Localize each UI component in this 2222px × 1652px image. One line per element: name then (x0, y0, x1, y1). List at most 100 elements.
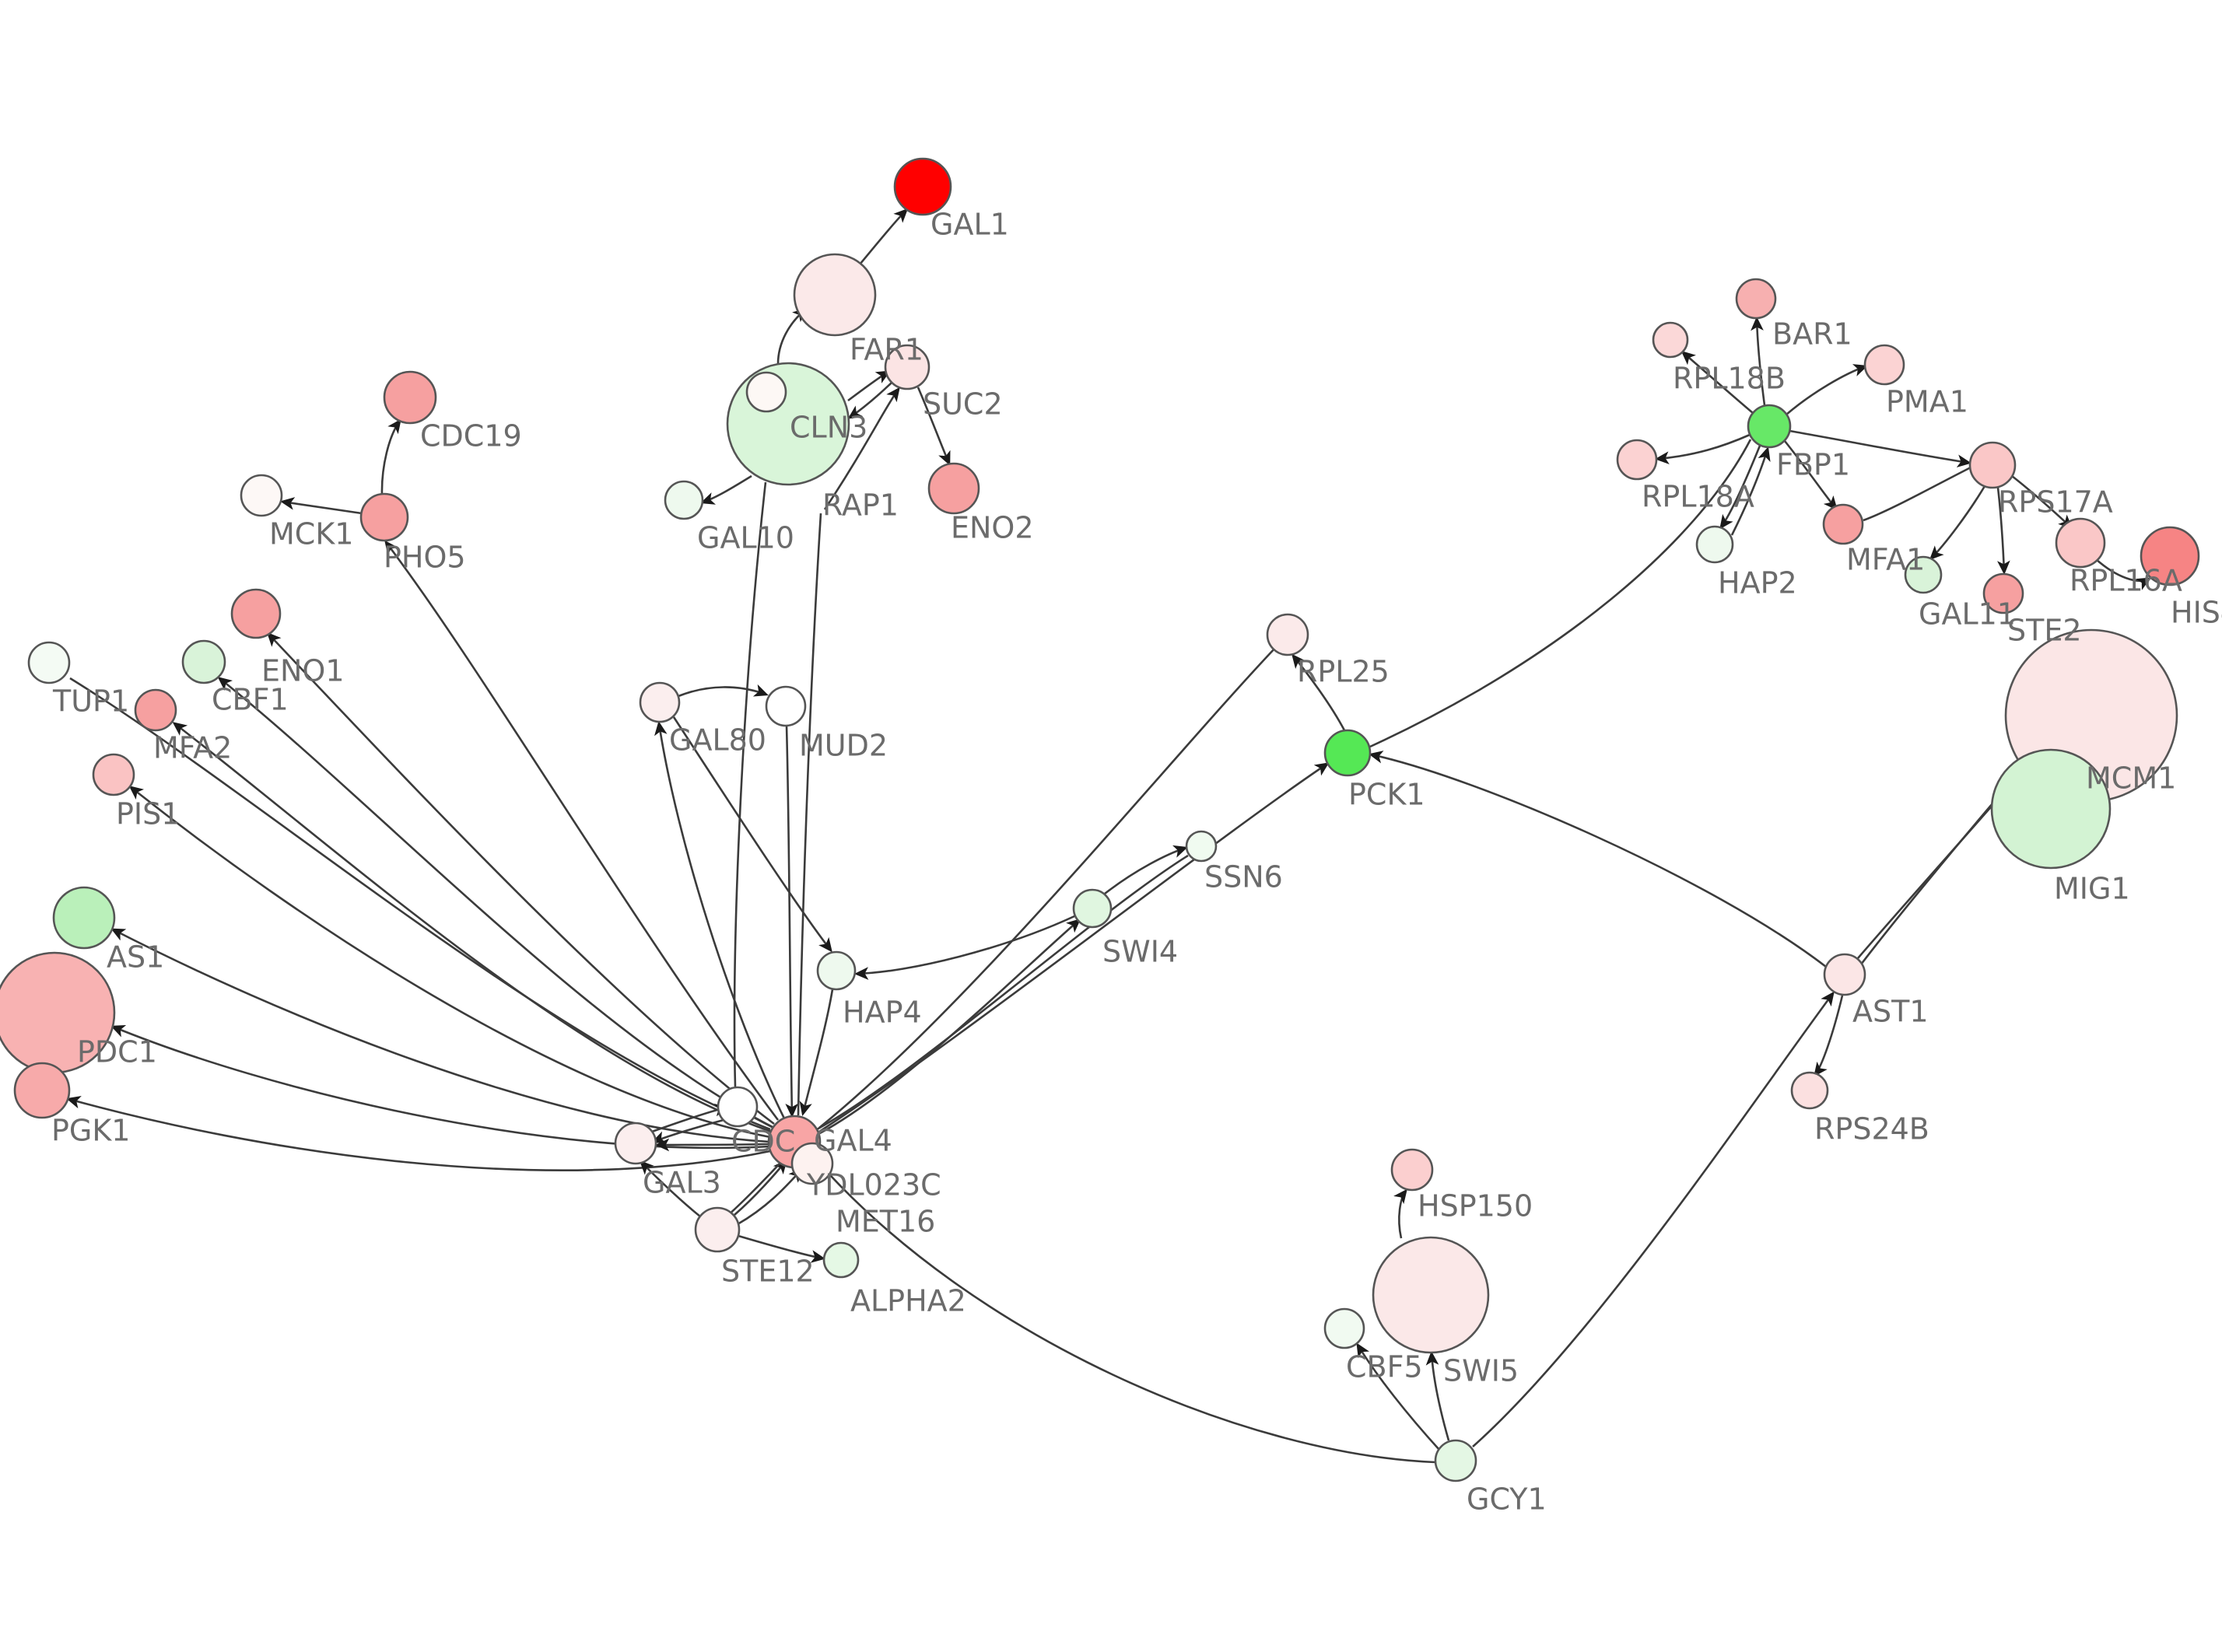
edge-pck1-to-fbp1 (1369, 439, 1752, 748)
node-ssn6[interactable] (1185, 830, 1218, 863)
node-hap4[interactable] (816, 950, 857, 991)
node-mfa1[interactable] (1822, 503, 1864, 545)
edge-gal4-to-mfa2 (172, 722, 773, 1133)
node-label-rpl25: RPL25 (1297, 655, 1390, 689)
edge-fbp1-to-pma1 (1786, 364, 1868, 415)
node-pck1[interactable] (1323, 729, 1372, 777)
edge-suc2-to-cln3 (847, 382, 892, 419)
edge-gal4-to-ste12 (727, 1160, 783, 1216)
node-rps24b[interactable] (1790, 1071, 1829, 1110)
node-swi4[interactable] (1072, 888, 1113, 929)
node-as1[interactable] (52, 886, 116, 950)
nodes-layer (0, 157, 2200, 1482)
node-label-gcy1: GCY1 (1467, 1482, 1547, 1517)
node-label-tup1: TUP1 (52, 684, 129, 719)
node-fbp1[interactable] (1747, 404, 1792, 449)
node-label-hap2: HAP2 (1718, 566, 1797, 600)
edge-fbp1-to-rpl18a (1654, 433, 1751, 465)
node-label-gal80: GAL80 (669, 723, 766, 758)
node-label-bar1: BAR1 (1772, 317, 1852, 352)
node-tup1[interactable] (27, 641, 71, 684)
edge-gcy1-to-cbf5 (1356, 1342, 1440, 1451)
edge-cdc-to-gal3 (651, 1118, 724, 1144)
edge-fbp1-to-bar1 (1751, 316, 1766, 406)
edge-fbp1-to-mfa1 (1783, 440, 1838, 511)
node-eno2[interactable] (927, 462, 980, 515)
node-cbf1[interactable] (181, 639, 226, 684)
edge-rap1-to-suc2 (823, 387, 900, 510)
node-rpl18a[interactable] (1616, 439, 1658, 481)
edge-ast1-to-rps24b (1814, 995, 1844, 1077)
node-eno1[interactable] (230, 588, 282, 639)
edge-gal4-to-rpl25 (818, 646, 1277, 1129)
node-label-gal11: GAL11 (1919, 597, 2016, 632)
node-suc2[interactable] (884, 344, 931, 390)
edge-fbp1-to-hap2 (1719, 445, 1761, 530)
edge-rps17a-to-ste2 (1996, 487, 2010, 576)
edge-rps17a-to-gal11 (1929, 485, 1986, 561)
node-label-eno1: ENO1 (261, 654, 345, 688)
node-cdc19[interactable] (383, 370, 437, 425)
edge-ast1-to-pck1 (1369, 751, 1827, 968)
edge-pho5-to-mck1 (280, 497, 363, 515)
node-label-rpl16a: RPL16A (2070, 564, 2182, 598)
node-pgk1[interactable] (13, 1062, 71, 1119)
edge-swi4-to-ssn6 (1104, 845, 1188, 895)
node-label-suc2: SUC2 (923, 387, 1003, 422)
node-rps17a[interactable] (1968, 441, 2017, 489)
node-alpha2[interactable] (822, 1241, 860, 1279)
edge-gal4-to-cbf1 (217, 677, 773, 1129)
node-ste12[interactable] (694, 1206, 741, 1253)
node-rpl16a[interactable] (2055, 517, 2106, 569)
node-gal80[interactable] (639, 681, 681, 723)
node-far1[interactable] (793, 253, 877, 337)
node-pma1[interactable] (1863, 344, 1905, 386)
node-hsp150[interactable] (1390, 1148, 1434, 1192)
node-label-cln3: CLN3 (790, 411, 867, 445)
edge-ste12-to-gal4 (734, 1159, 787, 1216)
node-gal3[interactable] (614, 1122, 657, 1165)
edge-gal4-to-gal3 (654, 1138, 770, 1152)
node-gal10[interactable] (664, 480, 704, 520)
node-label-gal1: GAL1 (931, 208, 1009, 242)
node-label-pma1: PMA1 (1886, 385, 1968, 419)
node-label-fbp1: FBP1 (1776, 448, 1850, 482)
node-gal11[interactable] (1904, 555, 1943, 594)
node-hap2[interactable] (1695, 525, 1734, 564)
node-label-pho5: PHO5 (384, 541, 466, 575)
node-swi5[interactable] (1372, 1236, 1490, 1354)
node-pis1[interactable] (92, 753, 135, 796)
node-cbf5[interactable] (1323, 1307, 1365, 1349)
node-rpl18b[interactable] (1652, 321, 1689, 359)
edge-ste12-to-alpha2 (738, 1234, 825, 1263)
edges-layer (66, 208, 2151, 1464)
node-label-mud2: MUD2 (799, 729, 888, 763)
node-rpl25[interactable] (1266, 613, 1309, 656)
edge-hap4-to-gal4 (799, 989, 834, 1116)
edge-swi5-to-hsp150 (1393, 1188, 1407, 1239)
edge-suc2-to-eno2 (916, 387, 951, 466)
edge-cln3-to-suc2 (847, 370, 891, 402)
edge-pck1-to-rpl25 (1291, 653, 1346, 731)
edge-gcy1-to-swi5 (1425, 1350, 1450, 1441)
node-ste2[interactable] (1982, 572, 2024, 614)
node-bar1[interactable] (1735, 278, 1777, 320)
node-ast1[interactable] (1823, 953, 1866, 996)
node-mck1[interactable] (240, 474, 283, 517)
node-gcy1[interactable] (1434, 1439, 1477, 1482)
node-mfa2[interactable] (134, 688, 177, 732)
node-pho5[interactable] (359, 492, 409, 542)
node-his4[interactable] (2140, 526, 2200, 586)
node-label-pgk1: PGK1 (51, 1114, 130, 1148)
node-mud2[interactable] (765, 685, 807, 727)
node-gal1[interactable] (893, 157, 952, 216)
node-mig1[interactable] (1990, 748, 2112, 870)
node-ydl023c[interactable] (790, 1142, 834, 1185)
edge-fbp1-to-rps17a (1789, 429, 1972, 468)
node-cdc[interactable] (717, 1086, 759, 1128)
node-label-pis1: PIS1 (116, 797, 180, 831)
edge-swi4-to-hap4 (853, 915, 1075, 980)
node-rap1[interactable] (745, 371, 787, 413)
